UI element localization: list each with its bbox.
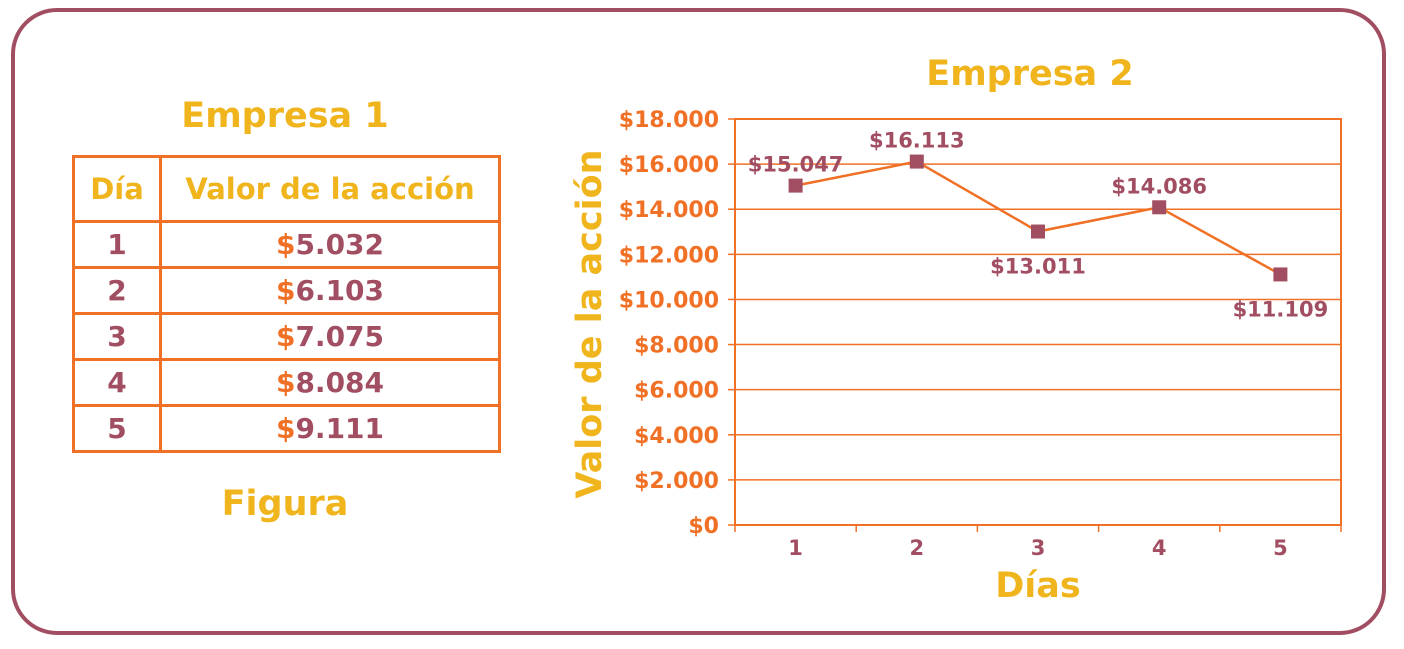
day-cell: 5	[72, 404, 162, 453]
data-point	[788, 178, 803, 193]
x-axis-title: Días	[995, 566, 1081, 606]
table-title: Empresa 1	[181, 96, 389, 136]
value-cell: $6.103	[159, 266, 501, 315]
table-row: 1 $5.032	[72, 220, 501, 269]
y-tick-label: $18.000	[619, 108, 719, 133]
amount: 5.032	[295, 228, 385, 261]
data-label: $13.011	[990, 255, 1086, 279]
figure-label: Figura	[221, 484, 349, 524]
y-tick-label: $4.000	[634, 424, 719, 449]
table-row: 2 $6.103	[72, 266, 501, 315]
chart-title: Empresa 2	[926, 54, 1134, 94]
x-tick-labels: 1 2 3 4 5	[788, 536, 1287, 560]
x-tick-label: 4	[1152, 536, 1167, 560]
y-tick-label: $8.000	[634, 334, 719, 359]
data-point	[909, 154, 924, 169]
currency-symbol: $	[275, 320, 296, 353]
amount: 6.103	[295, 274, 385, 307]
amount: 7.075	[295, 320, 385, 353]
table-row: 5 $9.111	[72, 404, 501, 453]
card-frame	[11, 8, 1386, 635]
data-point	[1152, 200, 1167, 215]
y-tick-label: $0	[688, 514, 719, 539]
value-cell: $5.032	[159, 220, 501, 269]
value-cell: $8.084	[159, 358, 501, 407]
currency-symbol: $	[275, 274, 296, 307]
x-tick-label: 2	[909, 536, 924, 560]
header-day: Día	[72, 155, 162, 223]
data-label: $14.086	[1111, 174, 1207, 198]
currency-symbol: $	[275, 412, 296, 445]
data-label: $16.113	[869, 129, 965, 153]
table-header-row: Día Valor de la acción	[72, 155, 501, 223]
table-row: 4 $8.084	[72, 358, 501, 407]
x-tick-label: 1	[788, 536, 803, 560]
currency-symbol: $	[275, 228, 296, 261]
header-value: Valor de la acción	[159, 155, 501, 223]
day-cell: 1	[72, 220, 162, 269]
amount: 9.111	[295, 412, 385, 445]
y-tick-label: $10.000	[619, 288, 719, 313]
data-point	[1031, 224, 1045, 239]
y-tick-label: $12.000	[619, 243, 719, 268]
data-label: $15.047	[748, 153, 844, 177]
y-tick-label: $6.000	[634, 379, 719, 404]
amount: 8.084	[295, 366, 385, 399]
day-cell: 4	[72, 358, 162, 407]
data-label: $11.109	[1233, 297, 1329, 321]
x-tick-label: 3	[1031, 536, 1046, 560]
value-cell: $7.075	[159, 312, 501, 361]
series-group: $15.047 $16.113 $13.011 $14.086 $11.109	[748, 129, 1328, 322]
y-axis-title: Valor de la acción	[570, 149, 610, 498]
table-row: 3 $7.075	[72, 312, 501, 361]
stock-table: Día Valor de la acción 1 $5.032 2 $6.103…	[72, 155, 501, 453]
day-cell: 2	[72, 266, 162, 315]
day-cell: 3	[72, 312, 162, 361]
y-tick-label: $14.000	[619, 198, 719, 223]
y-tick-labels: $0 $2.000 $4.000 $6.000 $8.000 $10.000 $12.000…	[619, 108, 719, 539]
data-point	[1273, 267, 1288, 282]
y-tick-label: $2.000	[634, 469, 719, 494]
currency-symbol: $	[275, 366, 296, 399]
y-tick-label: $16.000	[619, 153, 719, 178]
x-tick-label: 5	[1273, 536, 1288, 560]
plot-area	[734, 118, 1342, 526]
value-cell: $9.111	[159, 404, 501, 453]
